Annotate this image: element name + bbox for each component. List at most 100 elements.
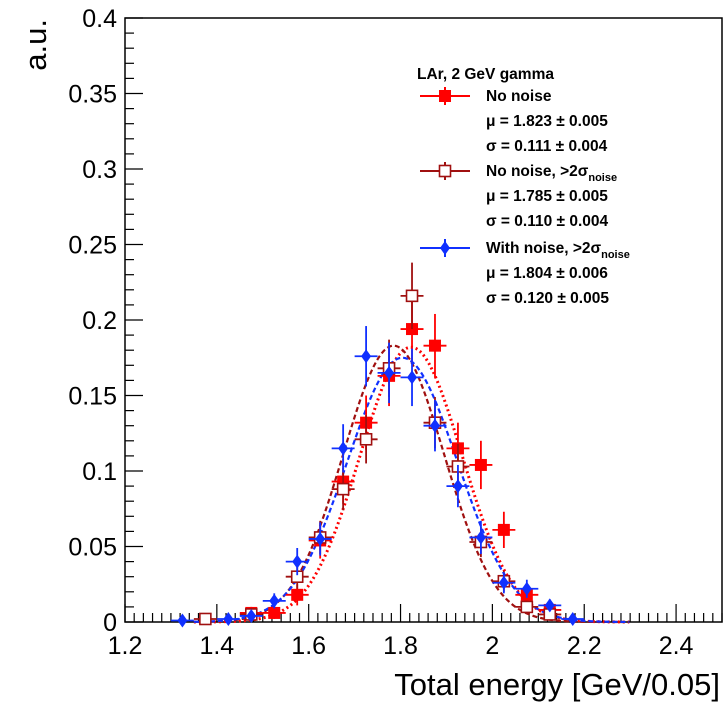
y-tick-label: 0.15 xyxy=(68,383,117,411)
y-tick-label: 0 xyxy=(103,609,117,637)
series-0-points xyxy=(239,295,562,619)
legend-label-no-noise: No noise xyxy=(486,88,552,105)
data-point xyxy=(262,606,286,619)
legend-sigma-no-noise-2sigma: σ = 0.110 ± 0.004 xyxy=(486,213,608,230)
data-point xyxy=(561,611,585,626)
y-axis-label: a.u. xyxy=(18,19,53,71)
point-marker xyxy=(384,365,395,380)
x-tick-label: 2.2 xyxy=(567,632,602,660)
data-point xyxy=(193,612,217,626)
point-marker xyxy=(429,418,440,433)
x-axis-label: Total energy [GeV/0.05] xyxy=(394,667,720,702)
x-tick-label: 1.8 xyxy=(383,632,418,660)
legend-label-no-noise-2sigma: No noise, >2σnoise xyxy=(486,163,617,184)
data-point xyxy=(308,522,332,556)
data-point xyxy=(331,424,355,473)
data-point xyxy=(423,313,447,378)
data-point xyxy=(285,548,309,576)
point-marker xyxy=(520,600,534,614)
legend-sigma-no-noise: σ = 0.111 ± 0.004 xyxy=(486,138,608,155)
data-point xyxy=(354,415,378,464)
point-marker xyxy=(567,611,578,626)
series-1-points xyxy=(193,262,562,626)
point-marker xyxy=(428,339,441,352)
plot-frame xyxy=(124,17,723,623)
axes: 1.2 1.4 1.6 1.8 2 2.2 2.4 00.050.10.150.20.250… xyxy=(68,5,723,660)
point-marker xyxy=(291,588,304,601)
legend-marker-filled-diamond xyxy=(420,239,470,257)
y-tick-label: 0.4 xyxy=(82,5,117,33)
legend-marker-filled-square xyxy=(420,87,470,105)
x-tick-label: 2.4 xyxy=(659,632,694,660)
data-point xyxy=(239,608,263,623)
point-marker xyxy=(199,612,212,626)
point-marker xyxy=(336,482,350,496)
legend-title: LAr, 2 GeV gamma xyxy=(417,66,554,83)
data-point xyxy=(262,593,286,609)
legend-symbol xyxy=(439,90,451,102)
point-marker xyxy=(223,611,234,626)
legend-mu-no-noise: μ = 1.823 ± 0.005 xyxy=(486,113,608,130)
x-tick-label: 1.6 xyxy=(291,632,326,660)
data-point xyxy=(331,467,355,511)
y-tick-label: 0.1 xyxy=(82,458,117,486)
legend-mu-no-noise-2sigma: μ = 1.785 ± 0.005 xyxy=(486,188,608,205)
point-marker xyxy=(544,598,555,613)
y-tick-label: 0.3 xyxy=(82,156,117,184)
legend: LAr, 2 GeV gamma No noise μ = 1.823 ± 0.… xyxy=(417,66,630,307)
data-point xyxy=(216,611,240,626)
legend-sigma-with-noise-2sigma: σ = 0.120 ± 0.005 xyxy=(486,290,609,307)
data-points xyxy=(170,262,585,628)
data-point xyxy=(400,262,424,330)
data-point xyxy=(492,572,516,594)
data-point xyxy=(446,464,470,508)
point-marker xyxy=(361,349,372,364)
point-marker xyxy=(475,530,486,545)
x-tick-label: 1.4 xyxy=(199,632,234,660)
point-marker xyxy=(521,581,532,596)
data-point xyxy=(377,342,401,404)
x-axis-tick-labels: 1.2 1.4 1.6 1.8 2 2.2 2.4 xyxy=(108,632,694,660)
legend-mu-with-noise-2sigma: μ = 1.804 ± 0.006 xyxy=(486,265,608,282)
y-tick-label: 0.2 xyxy=(82,307,117,335)
point-marker xyxy=(497,523,510,536)
legend-label-with-noise-2sigma: With noise, >2σnoise xyxy=(486,240,630,261)
point-marker xyxy=(292,554,303,569)
legend-entry-no-noise: No noise μ = 1.823 ± 0.005 σ = 0.111 ± 0… xyxy=(420,87,608,155)
point-marker xyxy=(315,531,326,546)
legend-entry-with-noise-2sigma: With noise, >2σnoise μ = 1.804 ± 0.006 σ… xyxy=(420,239,630,307)
data-point xyxy=(469,440,493,490)
point-marker xyxy=(405,289,419,303)
data-point xyxy=(354,326,378,387)
data-point xyxy=(492,511,516,549)
point-marker xyxy=(246,608,257,623)
y-axis-tick-labels: 0 0.05 0.1 0.15 0.2 0.25 0.3 0.35 0.4 xyxy=(68,5,117,637)
data-point xyxy=(469,520,493,555)
point-marker xyxy=(498,575,509,590)
x-tick-label: 2 xyxy=(485,632,499,660)
point-marker xyxy=(452,479,463,494)
data-point xyxy=(538,608,562,621)
y-axis-ticks xyxy=(125,17,143,623)
data-point xyxy=(538,598,562,613)
x-tick-label: 1.2 xyxy=(108,632,143,660)
legend-symbol xyxy=(440,241,450,255)
point-marker xyxy=(268,606,281,619)
point-marker xyxy=(338,441,349,456)
legend-symbol xyxy=(438,164,452,178)
point-marker xyxy=(407,370,418,385)
data-point xyxy=(400,348,424,407)
point-marker xyxy=(474,458,487,471)
legend-marker-open-square xyxy=(420,162,470,180)
point-marker xyxy=(269,593,280,608)
legend-entry-no-noise-2sigma: No noise, >2σnoise μ = 1.785 ± 0.005 σ =… xyxy=(420,162,617,230)
y-tick-label: 0.25 xyxy=(68,232,117,260)
data-point xyxy=(515,600,539,614)
series-2-points xyxy=(170,326,585,628)
point-marker xyxy=(177,613,188,628)
data-point xyxy=(423,400,447,452)
point-marker xyxy=(359,432,373,446)
data-point xyxy=(170,613,194,628)
data-point xyxy=(515,579,539,598)
